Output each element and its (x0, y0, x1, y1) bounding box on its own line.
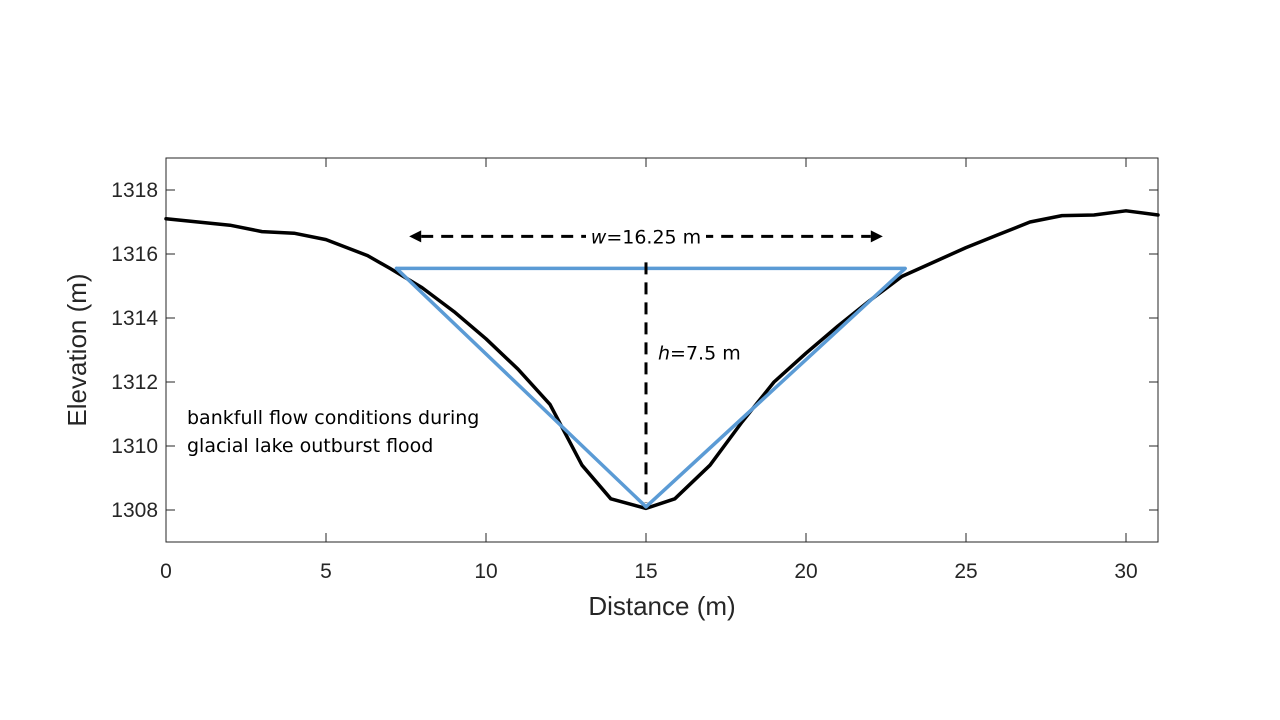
x-tick-label: 25 (954, 560, 977, 583)
y-tick-label: 1312 (111, 371, 158, 394)
height-label-symbol: h (658, 343, 670, 365)
x-tick-label: 10 (474, 560, 497, 583)
x-axis: 0 5 10 15 20 25 30 (160, 158, 1138, 583)
x-tick-label: 30 (1114, 560, 1137, 583)
plot-frame (165, 157, 1159, 543)
y-tick-label: 1318 (111, 179, 158, 202)
y-tick-label: 1310 (111, 435, 158, 458)
y-tick-label: 1314 (111, 307, 158, 330)
y-tick-label: 1316 (111, 243, 158, 266)
ground-profile-line (164, 209, 1160, 511)
y-axis: 1308 1310 1312 1314 1316 1318 (111, 179, 1158, 522)
x-tick-label: 5 (320, 560, 332, 583)
width-arrow-left-head (409, 230, 422, 243)
dimension-annotations: w=16.25 m h=7.5 m (409, 224, 883, 503)
height-label-value: =7.5 m (670, 343, 741, 365)
x-tick-label: 0 (160, 560, 172, 583)
annotation-line-1: bankfull flow conditions during (187, 407, 479, 429)
y-tick-label: 1308 (111, 499, 158, 522)
width-label-symbol: w (591, 226, 607, 248)
height-label: h=7.5 m (658, 343, 741, 365)
x-tick-label: 20 (794, 560, 817, 583)
x-axis-label: Distance (m) (588, 591, 735, 621)
annotation-line-2: glacial lake outburst flood (187, 435, 433, 457)
width-label-background (586, 224, 706, 249)
width-label: w=16.25 m (591, 226, 701, 248)
series-layer (164, 209, 1160, 511)
width-arrow-right-head (870, 230, 883, 243)
y-axis-label: Elevation (m) (62, 273, 92, 426)
x-tick-label: 15 (634, 560, 657, 583)
width-label-value: =16.25 m (606, 226, 701, 248)
triangle-fit-line (394, 266, 907, 509)
